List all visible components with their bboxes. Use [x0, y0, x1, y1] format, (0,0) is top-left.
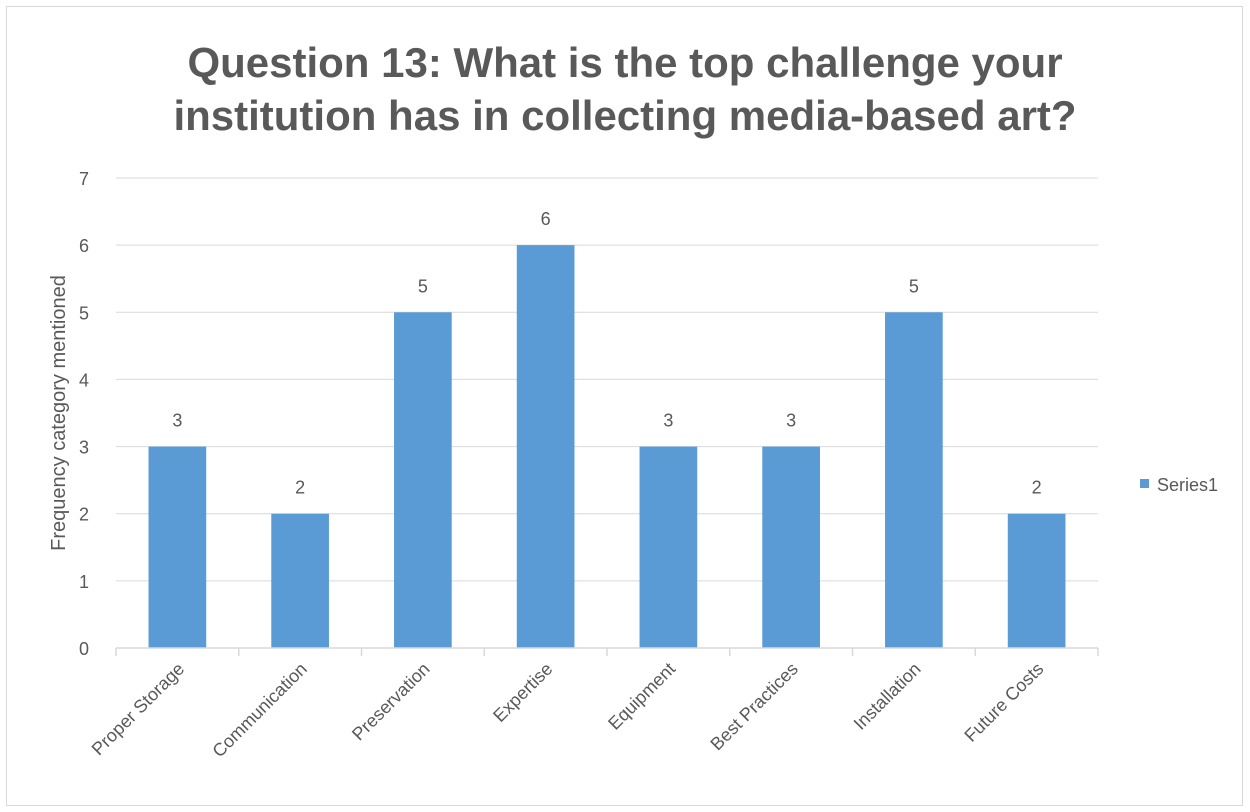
- bar: [1007, 513, 1066, 648]
- legend-swatch-series1: [1140, 479, 1149, 488]
- y-axis-title: Frequency category mentioned: [48, 275, 70, 551]
- bar: [762, 446, 820, 648]
- data-label: 6: [541, 209, 551, 229]
- chart-area: [6, 6, 1243, 806]
- data-label: 2: [295, 478, 305, 498]
- data-label: 2: [1032, 478, 1042, 498]
- gridlines: [116, 177, 1098, 582]
- category-labels: Proper Storage Communication Preservation E…: [88, 659, 1048, 762]
- bars: [148, 245, 1066, 648]
- data-label: 5: [909, 276, 919, 296]
- chart-title-line-1: Question 13: What is the top challenge y…: [187, 39, 1063, 86]
- bar: [394, 312, 452, 648]
- data-label: 5: [418, 276, 428, 296]
- y-tick-label: 7: [79, 169, 89, 189]
- x-category-label: Communication: [208, 659, 311, 762]
- chart-title-line-2: institution has in collecting media-base…: [173, 92, 1077, 139]
- data-labels: 3 2 5 6 3 3 5 2: [172, 209, 1041, 498]
- x-category-label: Proper Storage: [88, 659, 188, 759]
- y-tick-label: 6: [79, 236, 89, 256]
- x-category-label: Best Practices: [706, 659, 801, 754]
- x-axis: [115, 647, 1099, 656]
- chart-title: Question 13: What is the top challenge y…: [0, 36, 1250, 142]
- x-category-label: Future Costs: [960, 659, 1047, 746]
- y-tick-label: 5: [79, 303, 89, 323]
- y-tick-label: 0: [79, 639, 89, 659]
- bar: [148, 446, 207, 648]
- x-category-label: Preservation: [348, 659, 434, 745]
- legend: Series1: [1140, 475, 1218, 495]
- data-label: 3: [172, 411, 182, 431]
- bar: [516, 245, 575, 648]
- legend-label-series1: Series1: [1157, 475, 1218, 495]
- data-label: 3: [663, 411, 673, 431]
- bar: [885, 312, 943, 648]
- y-axis-ticks: 0 1 2 3 4 5 6 7: [79, 169, 89, 659]
- x-category-label: Equipment: [604, 659, 679, 734]
- y-tick-label: 3: [79, 438, 89, 458]
- y-tick-label: 4: [79, 370, 89, 390]
- bar: [639, 446, 698, 648]
- x-category-label: Installation: [850, 659, 925, 734]
- y-tick-label: 2: [79, 505, 89, 525]
- data-label: 3: [786, 411, 796, 431]
- x-category-label: Expertise: [489, 659, 556, 726]
- bar: [271, 513, 329, 648]
- y-tick-label: 1: [79, 572, 89, 592]
